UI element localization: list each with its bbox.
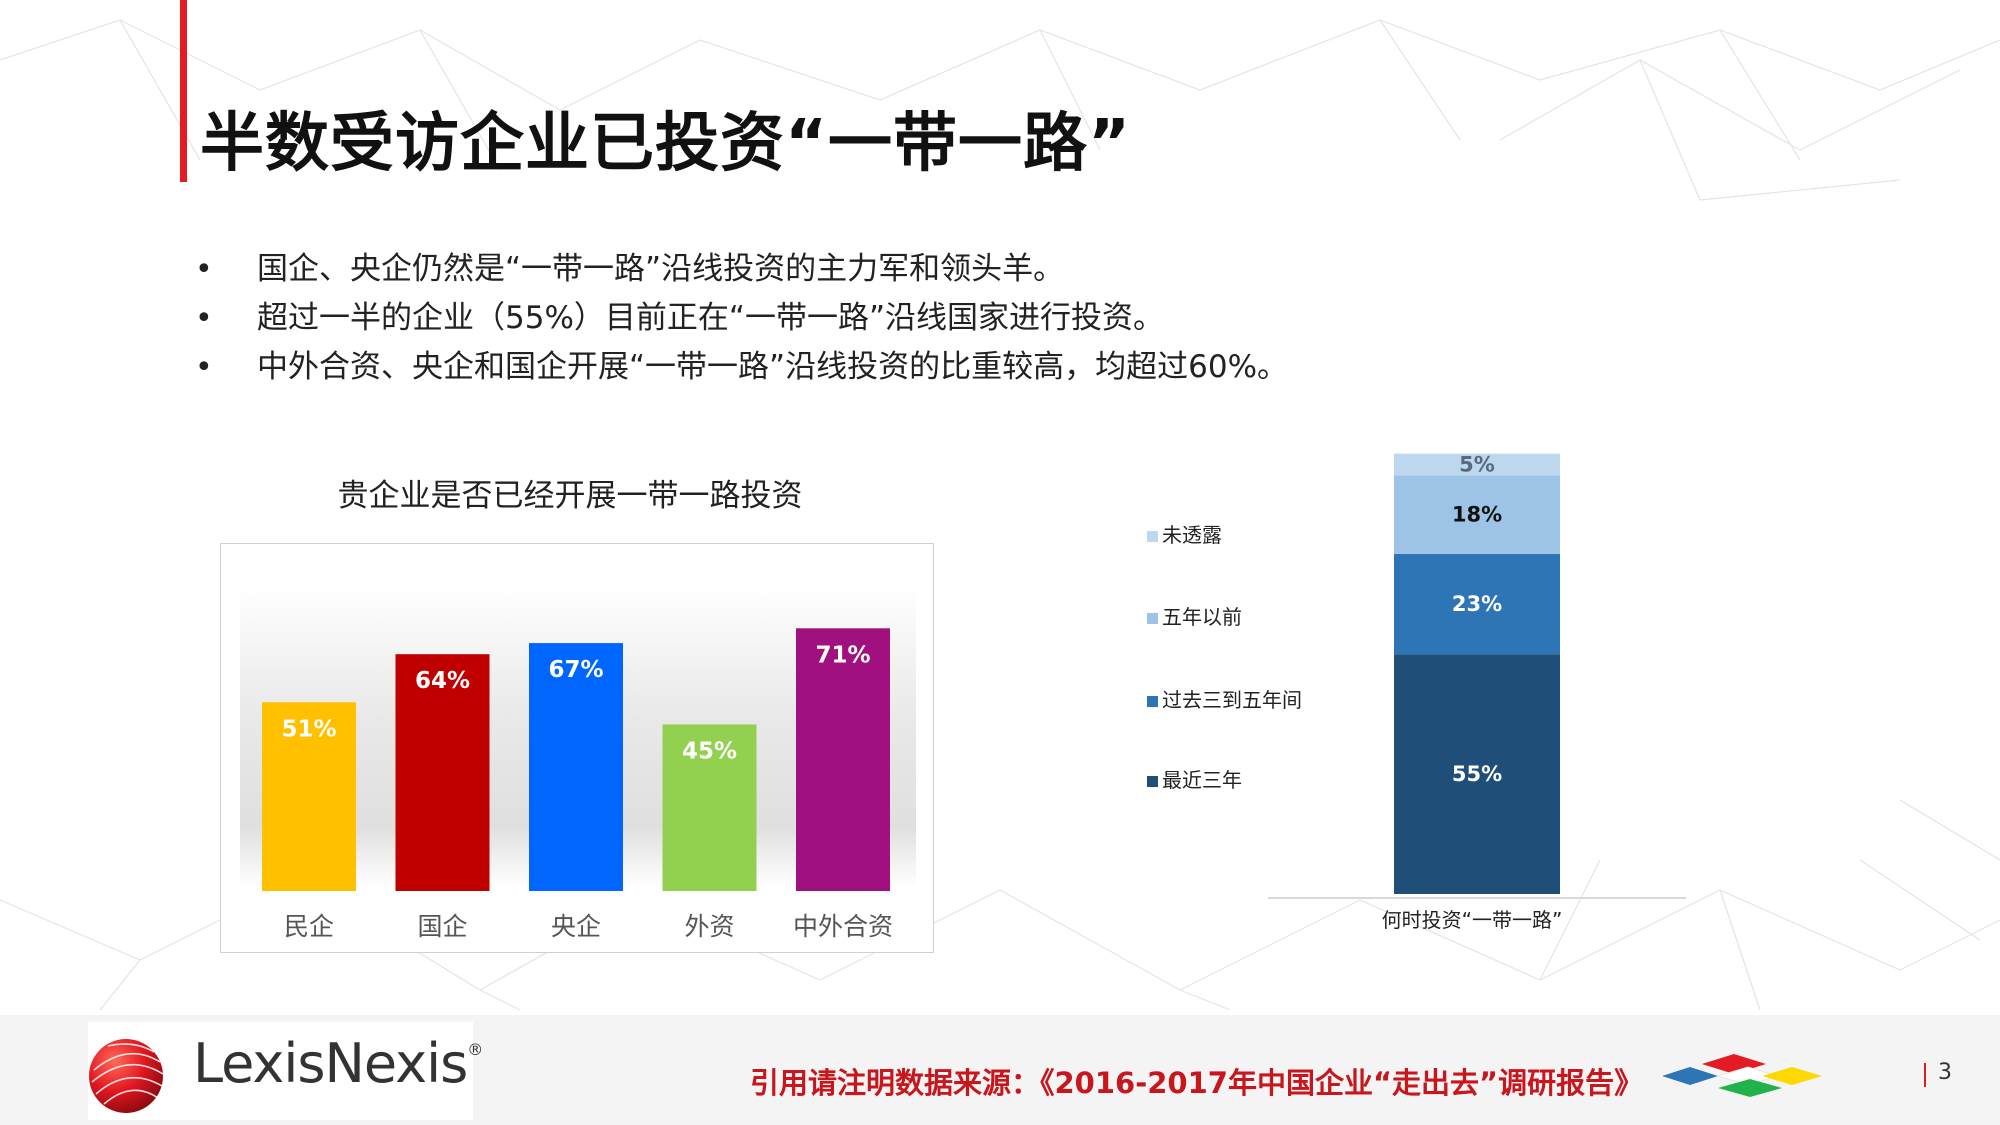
- x-tick-label: 外资: [684, 912, 734, 941]
- bar: [662, 724, 757, 891]
- page-title: 半数受访企业已投资“一带一路”: [200, 107, 1132, 181]
- bullet-dot: •: [195, 252, 213, 287]
- stack-segment: [1394, 553, 1560, 655]
- bar: [262, 702, 356, 891]
- lexisnexis-logo: LexisNexis®: [88, 1022, 483, 1120]
- stack-segment: [1394, 475, 1560, 554]
- bar: [395, 654, 490, 891]
- legend-label: 五年以前: [1162, 605, 1242, 629]
- enterprise-investment-bar-chart: 51% 64% 67% 45% 71% 民企 国企 央企 外资 中外合资: [220, 543, 934, 953]
- bullet-text: 中外合资、央企和国企开展“一带一路”沿线投资的比重较高，均超过60%。: [257, 349, 1289, 385]
- registered-mark: ®: [467, 1040, 483, 1059]
- segment-value-label: 5%: [1459, 453, 1495, 477]
- stack-segment: [1394, 654, 1560, 894]
- bar: [796, 628, 890, 891]
- bar: [529, 643, 623, 891]
- segment-value-label: 18%: [1452, 503, 1502, 527]
- bullet-dot: •: [195, 350, 213, 385]
- segment-value-label: 23%: [1452, 592, 1502, 616]
- stack-segment: [1394, 453, 1560, 476]
- page-number-separator: [1924, 1063, 1926, 1087]
- source-citation: 引用请注明数据来源：《2016-2017年中国企业“走出去”调研报告》: [750, 1066, 1644, 1100]
- logo-wordmark: LexisNexis®: [193, 1032, 483, 1095]
- bar-value-label: 67%: [548, 657, 603, 683]
- chart-title: 贵企业是否已经开展一带一路投资: [337, 478, 803, 514]
- legend-swatch: [1147, 531, 1158, 542]
- bar-value-label: 64%: [415, 668, 470, 694]
- x-tick-label: 央企: [551, 912, 601, 941]
- legend-label: 最近三年: [1162, 768, 1242, 792]
- bar-value-label: 71%: [815, 642, 870, 668]
- bullet-text: 国企、央企仍然是“一带一路”沿线投资的主力军和领头羊。: [257, 251, 1065, 287]
- bullet-item: • 中外合资、央企和国企开展“一带一路”沿线投资的比重较高，均超过60%。: [195, 343, 1288, 392]
- bullet-dot: •: [195, 301, 213, 336]
- x-tick-label: 中外合资: [793, 912, 893, 941]
- bullet-list: • 国企、央企仍然是“一带一路”沿线投资的主力军和领头羊。 • 超过一半的企业（55…: [195, 245, 1288, 392]
- legend-swatch: [1147, 613, 1158, 624]
- colored-diamonds-decoration: [1662, 1054, 1822, 1097]
- x-tick-label: 国企: [417, 912, 467, 941]
- bullet-item: • 超过一半的企业（55%）目前正在“一带一路”沿线国家进行投资。: [195, 294, 1288, 343]
- x-tick-label: 民企: [284, 912, 334, 941]
- segment-value-label: 55%: [1452, 762, 1502, 786]
- legend-label: 过去三到五年间: [1162, 688, 1302, 712]
- logo-sphere-icon: [89, 1039, 164, 1113]
- bar-value-label: 45%: [682, 739, 737, 765]
- page-number: 3: [1938, 1060, 1952, 1085]
- bullet-text: 超过一半的企业（55%）目前正在“一带一路”沿线国家进行投资。: [257, 300, 1165, 336]
- logo-text: LexisNexis: [193, 1032, 468, 1095]
- legend-swatch: [1147, 776, 1158, 787]
- x-category-label: 何时投资“一带一路”: [1382, 908, 1563, 932]
- bullet-item: • 国企、央企仍然是“一带一路”沿线投资的主力军和领头羊。: [195, 245, 1288, 294]
- bar-value-label: 51%: [281, 716, 336, 742]
- legend-swatch: [1147, 696, 1158, 707]
- legend-label: 未透露: [1162, 523, 1222, 547]
- title-accent-bar: [180, 0, 187, 182]
